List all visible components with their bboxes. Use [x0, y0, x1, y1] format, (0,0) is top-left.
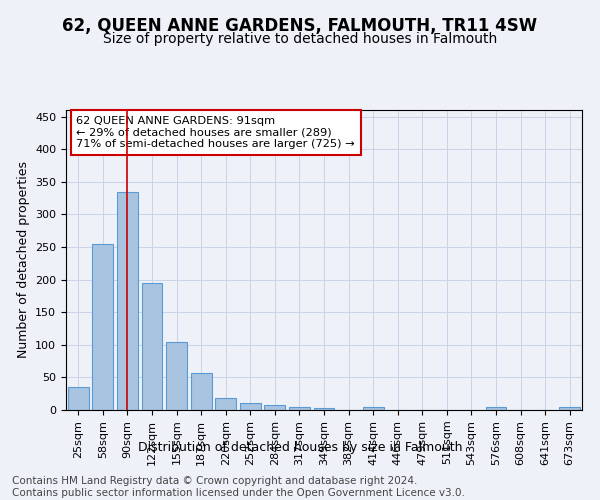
- Bar: [559, 406, 580, 410]
- Bar: [117, 192, 138, 410]
- Text: Distribution of detached houses by size in Falmouth: Distribution of detached houses by size …: [138, 441, 462, 454]
- Bar: [92, 244, 113, 410]
- Bar: [142, 283, 163, 410]
- Text: Contains HM Land Registry data © Crown copyright and database right 2024.
Contai: Contains HM Land Registry data © Crown c…: [12, 476, 465, 498]
- Bar: [166, 342, 187, 410]
- Text: Size of property relative to detached houses in Falmouth: Size of property relative to detached ho…: [103, 32, 497, 46]
- Text: 62 QUEEN ANNE GARDENS: 91sqm
← 29% of detached houses are smaller (289)
71% of s: 62 QUEEN ANNE GARDENS: 91sqm ← 29% of de…: [76, 116, 355, 149]
- Bar: [68, 387, 89, 410]
- Bar: [314, 408, 334, 410]
- Bar: [362, 406, 383, 410]
- Text: 62, QUEEN ANNE GARDENS, FALMOUTH, TR11 4SW: 62, QUEEN ANNE GARDENS, FALMOUTH, TR11 4…: [62, 18, 538, 36]
- Bar: [265, 406, 286, 410]
- Y-axis label: Number of detached properties: Number of detached properties: [17, 162, 29, 358]
- Bar: [215, 398, 236, 410]
- Bar: [240, 404, 261, 410]
- Bar: [191, 373, 212, 410]
- Bar: [485, 406, 506, 410]
- Bar: [289, 406, 310, 410]
